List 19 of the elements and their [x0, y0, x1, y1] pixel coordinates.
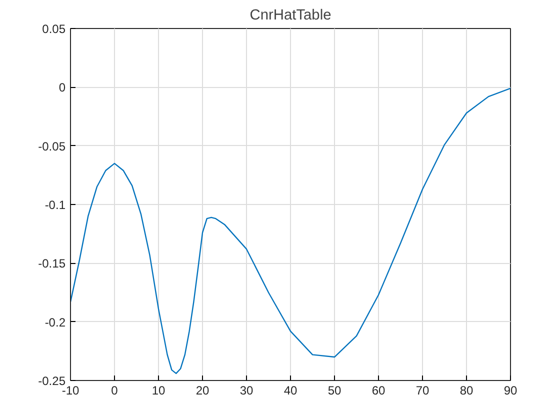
x-tick-label: 20	[196, 384, 210, 398]
x-tick-label: 50	[328, 384, 342, 398]
y-tick-label: -0.15	[38, 256, 66, 271]
y-tick-label: -0.05	[38, 139, 66, 154]
x-tick-label: 90	[504, 384, 518, 398]
x-tick-label: 40	[284, 384, 298, 398]
x-tick-label: 80	[460, 384, 474, 398]
y-tick-label: -0.2	[44, 315, 66, 330]
y-tick-label: -0.1	[44, 198, 66, 212]
y-tick-label: 0.05	[42, 22, 66, 36]
x-tick-label: 10	[152, 384, 166, 398]
x-tick-label: 30	[240, 384, 254, 398]
y-tick-label: -0.25	[38, 374, 66, 388]
x-tick-label: 60	[372, 384, 386, 398]
x-tick-label: 70	[416, 384, 430, 398]
chart-title: CnrHatTable	[250, 8, 332, 24]
x-tick-label: 0	[111, 384, 118, 398]
y-tick-label: 0	[58, 80, 66, 95]
line-series	[70, 88, 510, 374]
